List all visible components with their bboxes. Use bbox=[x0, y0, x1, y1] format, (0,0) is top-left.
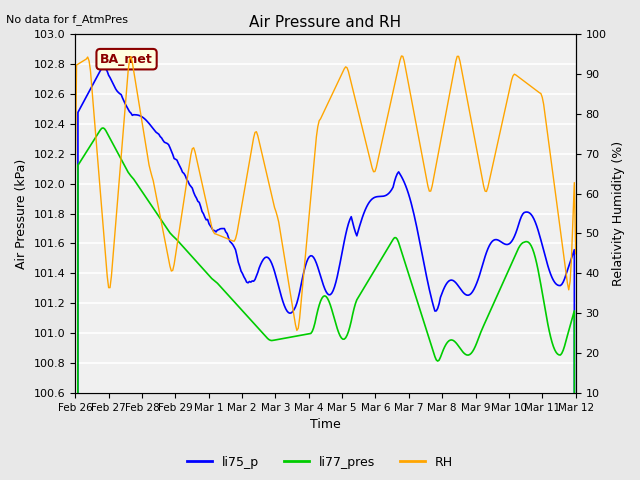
Title: Air Pressure and RH: Air Pressure and RH bbox=[250, 15, 401, 30]
X-axis label: Time: Time bbox=[310, 419, 341, 432]
Legend: li75_p, li77_pres, RH: li75_p, li77_pres, RH bbox=[182, 451, 458, 474]
Y-axis label: Air Pressure (kPa): Air Pressure (kPa) bbox=[15, 158, 28, 269]
Text: BA_met: BA_met bbox=[100, 53, 153, 66]
Text: No data for f_AtmPres: No data for f_AtmPres bbox=[6, 14, 129, 25]
Y-axis label: Relativity Humidity (%): Relativity Humidity (%) bbox=[612, 141, 625, 286]
